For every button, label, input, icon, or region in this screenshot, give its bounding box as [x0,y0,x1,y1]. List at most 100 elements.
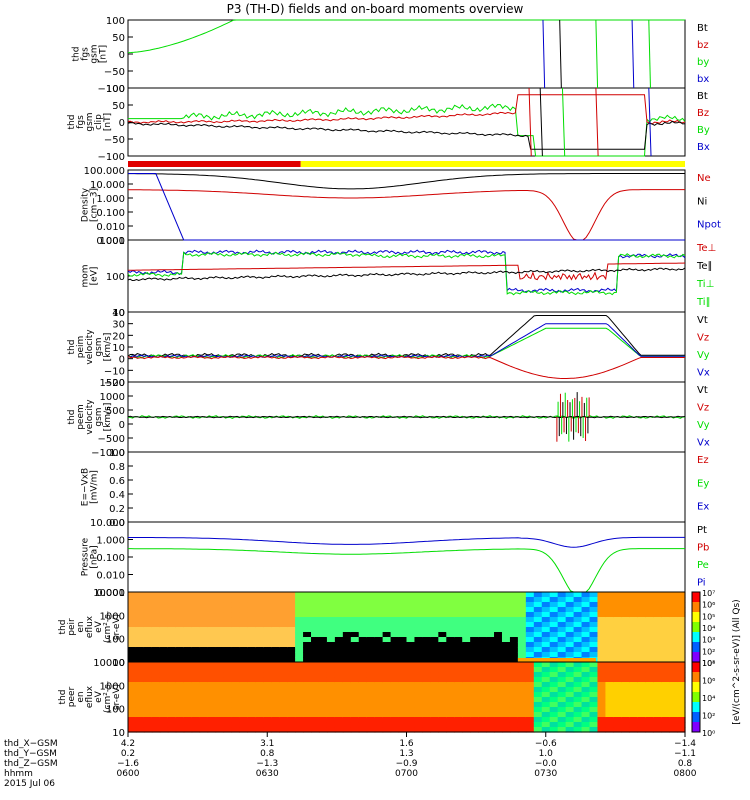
spectrogram-cell [549,607,559,613]
spectrogram-cell [334,667,344,673]
spectrogram-cell [311,722,320,728]
spectrogram-cell [342,727,352,733]
spectrogram-cell [247,672,256,678]
spectrogram-cell [454,692,463,698]
spectrogram-cell [621,627,630,633]
legend-entry: Te⊥ [696,243,716,254]
spectrogram-cell [295,687,304,693]
spectrogram-cell [215,712,225,718]
spectrogram-cell [350,667,360,673]
spectrogram-cell [629,682,638,688]
x-row-value: 0700 [395,769,418,779]
spectrogram-cell [653,672,662,678]
spectrogram-cell [454,712,463,718]
spectrogram-cell [478,652,487,658]
spectrogram-cell [295,602,304,608]
spectrogram-cell [589,697,599,703]
spectrogram-cell [454,612,463,618]
spectrogram-cell [533,622,543,628]
spectrogram-cell [143,702,153,708]
spectrogram-cell [605,682,614,688]
spectrogram-cell [661,697,670,703]
spectrogram-cell [621,647,630,653]
spectrogram-cell [318,707,328,713]
spectrogram-cell [509,637,519,643]
series-Bt [127,120,686,150]
spectrogram-cell [191,612,201,618]
spectrogram-cell [271,592,280,598]
spectrogram-cell [661,687,670,693]
spectrogram-cell [494,722,503,728]
spectrogram-cell [541,727,551,733]
spectrogram-cell [661,637,670,643]
spectrogram-cell [422,692,431,698]
spectrogram-cell [374,697,384,703]
spectrogram-cell [446,662,455,668]
spectrogram-cell [613,672,622,678]
spectrogram-cell [501,657,511,663]
spectrogram-cell [478,637,487,643]
spectrogram-cell [549,727,559,733]
spectrogram-cell [271,652,280,658]
y-axis-label: [nPa] [90,545,100,568]
spectrogram-cell [509,717,519,723]
spectrogram-cell [287,722,296,728]
spectrogram-cell [509,607,519,613]
spectrogram-cell [143,602,153,608]
spectrogram-cell [613,692,622,698]
spectrogram-cell [454,662,463,668]
spectrogram-cell [629,647,638,653]
spectrogram-cell [438,607,447,613]
spectrogram-cell [438,657,447,663]
spectrogram-cell [533,627,543,633]
spectrogram-cell [581,602,591,608]
spectrogram-cell [541,677,551,683]
spectrogram-cell [255,687,264,693]
spectrogram-cell [621,622,630,628]
spectrogram-cell [382,672,392,678]
spike-line [542,19,546,89]
spectrogram-cell [350,592,360,598]
spectrogram-cell [509,702,519,708]
spectrogram-cell [342,647,352,653]
spectrogram-cell [494,607,503,613]
y-tick-label: 0.010 [96,222,125,233]
spectrogram-cell [486,712,495,718]
spectrogram-cell [613,612,622,618]
spectrogram-cell [462,617,471,623]
spectrogram-cell [525,692,535,698]
spectrogram-cell [565,682,575,688]
spectrogram-cell [430,672,439,678]
spectrogram-cell [279,717,288,723]
spectrogram-cell [645,637,654,643]
legend-entry: Bz [697,108,709,119]
spectrogram-cell [414,602,424,608]
spectrogram-cell [231,707,240,713]
spectrogram-cell [422,647,431,653]
spectrogram-cell [295,662,304,668]
spectrogram-cell [661,632,670,638]
spectrogram-cell [231,622,240,628]
spectrogram-cell [438,717,447,723]
spectrogram-cell [128,602,137,608]
spectrogram-cell [533,677,543,683]
spectrogram-cell [143,662,153,668]
spectrogram-cell [247,602,256,608]
spectrogram-cell [191,697,201,703]
spectrogram-cell [605,702,614,708]
spectrogram-cell [175,707,185,713]
spectrogram-cell [422,607,431,613]
spectrogram-cell [406,722,416,728]
y-axis-label: gsm [90,44,100,63]
spectrogram-cell [430,677,439,683]
spectrogram-cell [318,657,328,663]
spectrogram-cell [215,617,225,623]
spectrogram-cell [295,672,304,678]
spectrogram-cell [422,612,431,618]
spectrogram-cell [183,692,193,698]
spectrogram-cell [478,617,487,623]
spectrogram-cell [318,627,328,633]
